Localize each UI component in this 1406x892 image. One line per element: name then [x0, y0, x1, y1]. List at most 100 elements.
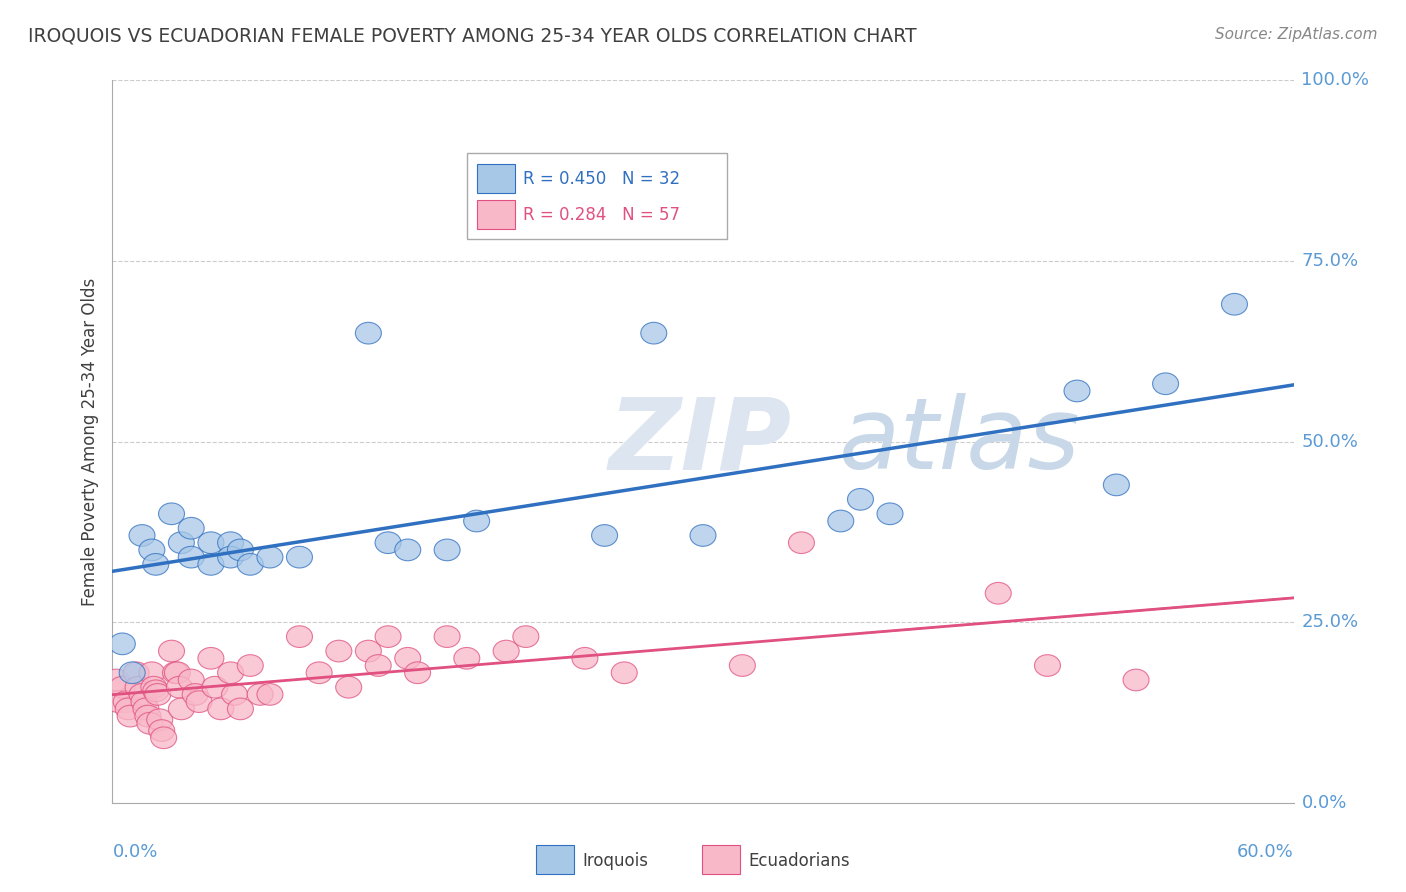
- Ellipse shape: [198, 554, 224, 575]
- Ellipse shape: [257, 546, 283, 568]
- Ellipse shape: [159, 640, 184, 662]
- Ellipse shape: [129, 524, 155, 546]
- Text: 75.0%: 75.0%: [1302, 252, 1358, 270]
- Ellipse shape: [146, 709, 173, 731]
- Ellipse shape: [179, 517, 204, 539]
- Ellipse shape: [307, 662, 332, 683]
- Ellipse shape: [169, 532, 194, 554]
- Ellipse shape: [110, 633, 135, 655]
- Ellipse shape: [129, 683, 155, 706]
- Ellipse shape: [143, 680, 169, 702]
- Ellipse shape: [117, 706, 143, 727]
- Ellipse shape: [124, 662, 149, 683]
- Text: R = 0.450   N = 32: R = 0.450 N = 32: [523, 169, 681, 187]
- Ellipse shape: [986, 582, 1011, 604]
- Ellipse shape: [287, 546, 312, 568]
- Ellipse shape: [208, 698, 233, 720]
- Ellipse shape: [513, 626, 538, 648]
- Ellipse shape: [218, 546, 243, 568]
- Ellipse shape: [612, 662, 637, 683]
- Text: atlas: atlas: [839, 393, 1080, 490]
- Ellipse shape: [366, 655, 391, 676]
- Ellipse shape: [1123, 669, 1149, 690]
- Text: ZIP: ZIP: [609, 393, 792, 490]
- Ellipse shape: [1153, 373, 1178, 394]
- Ellipse shape: [159, 503, 184, 524]
- Ellipse shape: [198, 648, 224, 669]
- Ellipse shape: [120, 662, 145, 683]
- Ellipse shape: [143, 554, 169, 575]
- Ellipse shape: [434, 539, 460, 561]
- Text: 60.0%: 60.0%: [1237, 843, 1294, 861]
- Ellipse shape: [454, 648, 479, 669]
- Ellipse shape: [395, 648, 420, 669]
- FancyBboxPatch shape: [478, 200, 515, 229]
- Ellipse shape: [641, 322, 666, 344]
- Ellipse shape: [326, 640, 352, 662]
- FancyBboxPatch shape: [537, 846, 574, 874]
- Ellipse shape: [150, 727, 177, 748]
- Ellipse shape: [287, 626, 312, 648]
- Text: Iroquois: Iroquois: [582, 852, 648, 870]
- Ellipse shape: [149, 720, 174, 741]
- Ellipse shape: [228, 539, 253, 561]
- Ellipse shape: [131, 690, 157, 713]
- Ellipse shape: [464, 510, 489, 532]
- Ellipse shape: [145, 683, 170, 706]
- Ellipse shape: [494, 640, 519, 662]
- Ellipse shape: [183, 683, 208, 706]
- Ellipse shape: [135, 706, 160, 727]
- Ellipse shape: [104, 669, 129, 690]
- FancyBboxPatch shape: [467, 153, 727, 239]
- Ellipse shape: [134, 698, 159, 720]
- Text: Ecuadorians: Ecuadorians: [748, 852, 849, 870]
- Ellipse shape: [395, 539, 420, 561]
- Text: 0.0%: 0.0%: [1302, 794, 1347, 812]
- Ellipse shape: [1104, 474, 1129, 496]
- Ellipse shape: [828, 510, 853, 532]
- Ellipse shape: [165, 662, 190, 683]
- FancyBboxPatch shape: [478, 164, 515, 193]
- Ellipse shape: [222, 683, 247, 706]
- Text: 25.0%: 25.0%: [1302, 613, 1358, 632]
- Ellipse shape: [690, 524, 716, 546]
- Ellipse shape: [163, 662, 188, 683]
- Ellipse shape: [179, 546, 204, 568]
- Ellipse shape: [114, 690, 139, 713]
- Ellipse shape: [218, 662, 243, 683]
- Ellipse shape: [105, 690, 131, 713]
- Ellipse shape: [141, 676, 167, 698]
- Ellipse shape: [169, 698, 194, 720]
- Ellipse shape: [136, 713, 163, 734]
- Ellipse shape: [877, 503, 903, 524]
- Ellipse shape: [247, 683, 273, 706]
- Ellipse shape: [336, 676, 361, 698]
- Ellipse shape: [572, 648, 598, 669]
- Ellipse shape: [356, 322, 381, 344]
- Ellipse shape: [238, 655, 263, 676]
- Y-axis label: Female Poverty Among 25-34 Year Olds: Female Poverty Among 25-34 Year Olds: [80, 277, 98, 606]
- Ellipse shape: [125, 676, 150, 698]
- Ellipse shape: [198, 532, 224, 554]
- Ellipse shape: [139, 539, 165, 561]
- Ellipse shape: [238, 554, 263, 575]
- Ellipse shape: [179, 669, 204, 690]
- FancyBboxPatch shape: [702, 846, 740, 874]
- Ellipse shape: [375, 626, 401, 648]
- Ellipse shape: [730, 655, 755, 676]
- Ellipse shape: [434, 626, 460, 648]
- Ellipse shape: [1064, 380, 1090, 401]
- Ellipse shape: [375, 532, 401, 554]
- Ellipse shape: [139, 662, 165, 683]
- Text: Source: ZipAtlas.com: Source: ZipAtlas.com: [1215, 27, 1378, 42]
- Ellipse shape: [848, 489, 873, 510]
- Text: R = 0.284   N = 57: R = 0.284 N = 57: [523, 206, 681, 224]
- Ellipse shape: [186, 690, 212, 713]
- Ellipse shape: [228, 698, 253, 720]
- Text: 0.0%: 0.0%: [112, 843, 157, 861]
- Ellipse shape: [202, 676, 228, 698]
- Ellipse shape: [789, 532, 814, 554]
- Ellipse shape: [115, 698, 141, 720]
- Ellipse shape: [218, 532, 243, 554]
- Text: 50.0%: 50.0%: [1302, 433, 1358, 450]
